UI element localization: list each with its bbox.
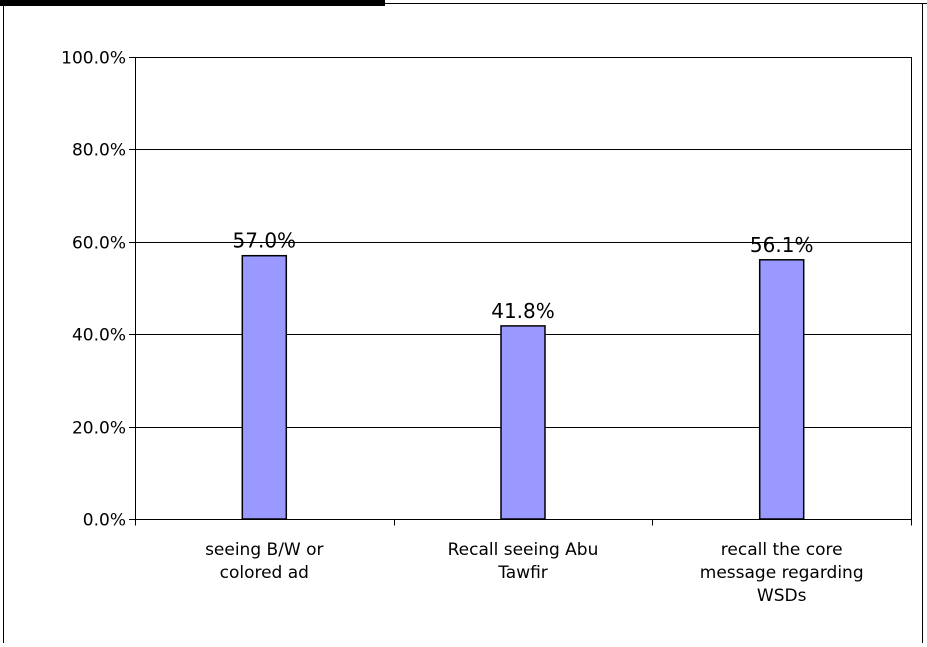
category-label: recall the core message regarding WSDs (700, 540, 864, 606)
category-label-line: recall the core (721, 540, 843, 560)
axes (129, 57, 912, 526)
category-label-line: Recall seeing Abu (448, 540, 599, 560)
category-label-line: colored ad (220, 563, 309, 583)
data-label: 57.0% (233, 229, 297, 253)
y-tick-label: 80.0% (72, 141, 126, 161)
category-label: seeing B/W or colored ad (205, 540, 323, 583)
data-label: 56.1% (750, 233, 814, 257)
bar (241, 254, 288, 520)
y-tick-label: 60.0% (72, 234, 126, 254)
bars (241, 254, 805, 520)
category-label-line: message regarding (700, 563, 864, 583)
y-tick-label: 100.0% (61, 49, 126, 69)
category-label: Recall seeing Abu Tawfir (448, 540, 599, 583)
category-label-line: Tawfir (497, 563, 548, 583)
y-tick-label: 20.0% (72, 419, 126, 439)
bar (758, 259, 805, 520)
bar (500, 325, 546, 520)
category-label-line: seeing B/W or (205, 540, 323, 560)
category-label-line: WSDs (757, 586, 807, 606)
data-label: 41.8% (491, 299, 555, 323)
labels: 0.0% 20.0% 40.0% 60.0% 80.0% 100.0% 57.0% seein… (61, 49, 863, 607)
y-tick-label: 0.0% (83, 511, 126, 531)
y-tick-label: 40.0% (72, 326, 126, 346)
